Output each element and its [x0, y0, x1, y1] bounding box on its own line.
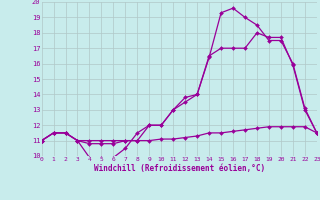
X-axis label: Windchill (Refroidissement éolien,°C): Windchill (Refroidissement éolien,°C)	[94, 164, 265, 173]
